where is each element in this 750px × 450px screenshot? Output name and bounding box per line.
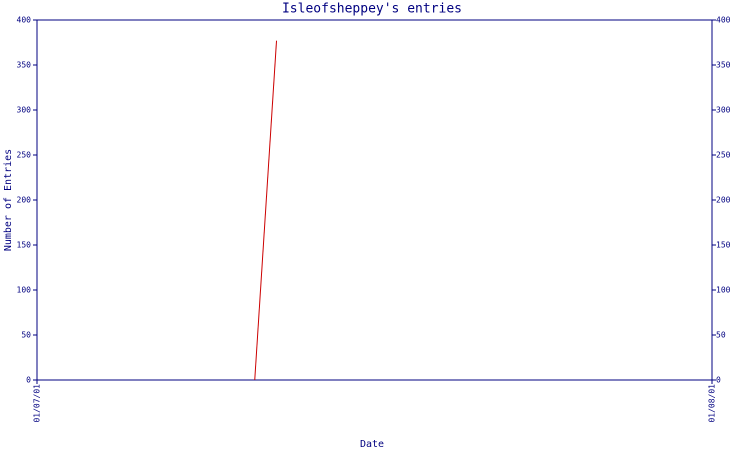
x-axis-label: Date [360,439,384,450]
y-axis-label: Number of Entries [3,149,14,251]
y-tick-label: 150 [17,241,32,250]
y-tick-label: 250 [17,151,32,160]
chart-title: Isleofsheppey's entries [282,2,462,17]
y-tick-label: 350 [17,61,32,70]
y2-tick-label: 100 [716,286,731,295]
y2-tick-label: 250 [716,151,731,160]
y-tick-label: 100 [17,286,32,295]
y-tick-label: 300 [17,106,32,115]
x-tick-label: 01/07/01 [33,384,42,423]
y-tick-label: 400 [17,16,32,25]
y-tick-label: 50 [21,331,31,340]
data-line [254,40,278,381]
y2-tick-label: 400 [716,16,731,25]
y2-tick-label: 0 [716,376,721,385]
y-tick-label: 200 [17,196,32,205]
x-tick-label: 01/08/01 [708,384,717,423]
y2-tick-label: 50 [716,331,726,340]
y-tick-label: 0 [26,376,31,385]
y2-tick-label: 200 [716,196,731,205]
y2-tick-label: 350 [716,61,731,70]
y2-tick-label: 150 [716,241,731,250]
y2-tick-label: 300 [716,106,731,115]
